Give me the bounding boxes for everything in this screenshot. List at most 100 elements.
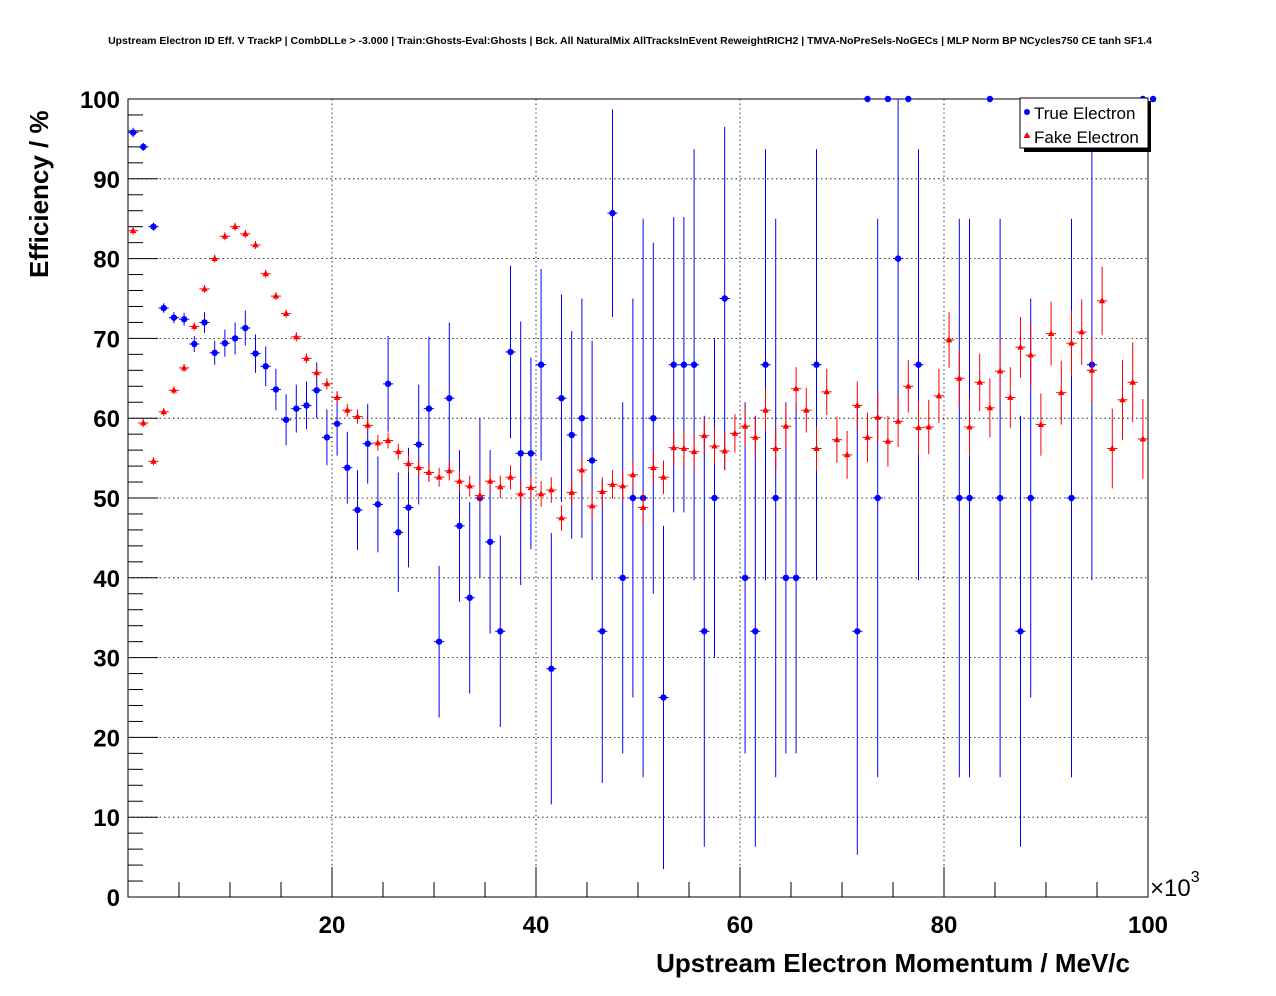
- data-point: [874, 413, 881, 420]
- data-point: [864, 433, 871, 440]
- data-point: [405, 504, 412, 511]
- data-point: [874, 494, 881, 502]
- data-series: [128, 95, 1157, 870]
- data-point: [537, 361, 545, 368]
- data-point: [864, 95, 871, 103]
- data-point: [956, 374, 963, 381]
- data-point: [1129, 378, 1136, 385]
- data-point: [527, 484, 535, 491]
- data-point: [558, 514, 565, 521]
- data-point: [140, 419, 147, 426]
- data-point: [333, 393, 341, 400]
- legend-marker-true: [1024, 109, 1030, 115]
- data-point: [701, 432, 708, 439]
- y-axis-ticks: 0 10 20 30 40 50 60 70 80 90 100: [80, 87, 158, 912]
- data-point: [925, 423, 932, 430]
- data-point: [935, 392, 943, 399]
- data-point: [191, 340, 198, 348]
- data-point: [1047, 330, 1055, 337]
- data-point: [231, 335, 239, 342]
- data-point: [272, 292, 280, 299]
- data-point: [252, 350, 259, 357]
- data-point: [854, 628, 861, 635]
- data-point: [588, 502, 596, 509]
- data-point: [384, 380, 392, 388]
- data-point: [323, 434, 331, 441]
- data-point: [803, 406, 810, 413]
- data-point: [211, 255, 218, 261]
- data-point: [435, 473, 443, 480]
- data-point: [456, 477, 463, 484]
- data-point: [639, 503, 647, 510]
- data-point: [1149, 95, 1157, 103]
- data-point: [772, 494, 779, 502]
- data-point: [711, 494, 718, 502]
- data-point: [466, 594, 473, 601]
- data-point: [303, 354, 310, 361]
- data-point: [395, 448, 402, 455]
- data-point: [905, 382, 912, 389]
- data-point: [476, 492, 484, 499]
- y-tick-label: 90: [93, 167, 120, 194]
- data-point: [1058, 389, 1065, 396]
- data-point: [782, 422, 790, 429]
- data-point: [364, 440, 371, 447]
- data-point: [945, 336, 953, 343]
- data-point: [813, 361, 820, 368]
- data-point: [762, 406, 769, 413]
- data-point: [792, 385, 800, 392]
- data-point: [1078, 328, 1085, 335]
- data-point: [242, 230, 249, 237]
- data-point: [660, 694, 667, 701]
- data-point: [354, 413, 361, 420]
- y-tick-label: 50: [93, 486, 120, 513]
- data-point: [221, 232, 229, 239]
- data-point: [425, 405, 433, 412]
- data-point: [680, 361, 688, 368]
- data-point: [191, 322, 198, 329]
- data-point: [956, 494, 963, 502]
- data-point: [170, 314, 178, 321]
- data-point: [843, 451, 851, 458]
- data-point: [170, 386, 178, 393]
- y-tick-label: 0: [107, 885, 120, 912]
- data-point: [344, 464, 351, 471]
- x-tick-label: 20: [319, 912, 346, 939]
- data-point: [650, 415, 657, 422]
- data-point: [894, 255, 902, 262]
- data-point: [599, 628, 606, 635]
- y-tick-label: 40: [93, 566, 120, 593]
- data-point: [548, 665, 555, 672]
- data-point: [609, 209, 616, 217]
- data-point: [792, 574, 800, 581]
- x-tick-label: 60: [727, 912, 754, 939]
- x-tick-label: 80: [931, 912, 958, 939]
- data-point: [619, 574, 626, 581]
- chart-title: Upstream Electron ID Eff. V TrackP | Com…: [108, 35, 1152, 47]
- data-point: [303, 402, 310, 409]
- x-axis-multiplier: ×103: [1150, 869, 1200, 902]
- data-point: [201, 319, 208, 326]
- data-point: [894, 417, 902, 424]
- data-point: [1088, 366, 1096, 373]
- data-point: [293, 333, 300, 340]
- series-fake-electron: [128, 222, 1148, 531]
- data-point: [374, 501, 382, 508]
- data-point: [446, 395, 453, 402]
- data-point: [242, 324, 249, 332]
- data-point: [129, 129, 137, 136]
- data-point: [629, 494, 637, 502]
- data-point: [588, 457, 596, 464]
- data-point: [180, 364, 188, 371]
- y-axis-label: Efficiency / %: [24, 110, 54, 278]
- x-tick-label: 100: [1128, 912, 1168, 939]
- data-point: [150, 223, 157, 230]
- data-point: [558, 395, 565, 402]
- data-point: [282, 416, 290, 423]
- data-point: [578, 466, 586, 473]
- data-point: [1119, 396, 1126, 403]
- data-point: [140, 143, 147, 151]
- data-point: [782, 574, 790, 581]
- data-point: [364, 421, 371, 428]
- legend: True Electron Fake Electron: [1019, 97, 1151, 152]
